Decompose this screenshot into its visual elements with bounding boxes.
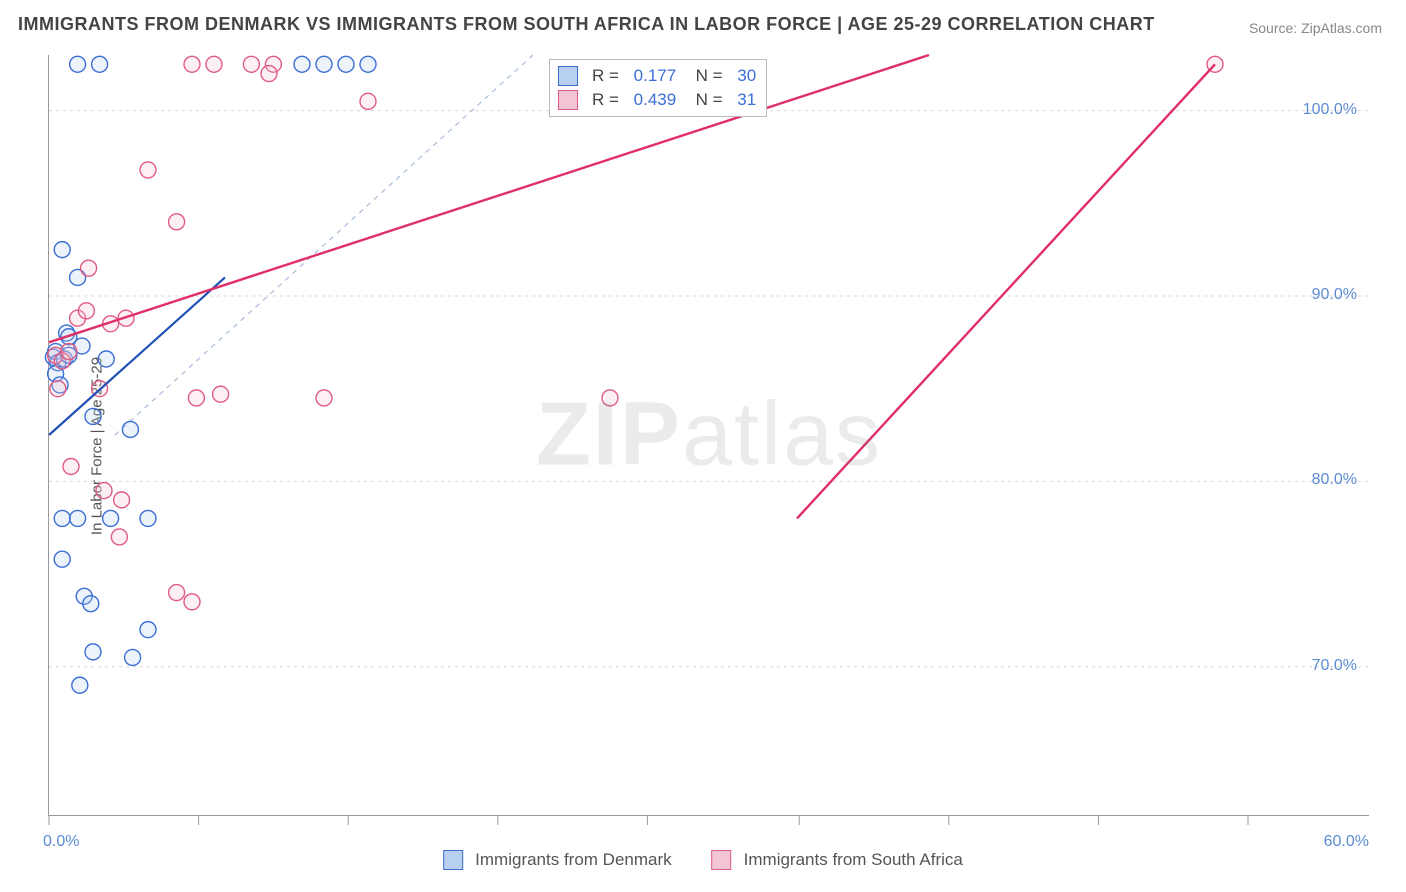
chart-plot-area: ZIPatlas R = 0.177 N = 30R = 0.439 N = 3… <box>48 55 1369 816</box>
series-legend: Immigrants from Denmark Immigrants from S… <box>443 850 963 870</box>
n-label: N = <box>686 64 722 88</box>
chart-title: IMMIGRANTS FROM DENMARK VS IMMIGRANTS FR… <box>18 14 1155 35</box>
x-tick-label-left: 0.0% <box>43 833 79 851</box>
r-value: 0.439 <box>629 88 676 112</box>
legend-label: Immigrants from Denmark <box>475 850 671 870</box>
series-swatch <box>558 90 578 110</box>
y-tick-label: 70.0% <box>1312 657 1357 675</box>
r-label: R = <box>592 88 619 112</box>
y-tick-label: 90.0% <box>1312 286 1357 304</box>
r-label: R = <box>592 64 619 88</box>
stats-row: R = 0.439 N = 31 <box>558 88 756 112</box>
chart-svg <box>49 55 1369 815</box>
x-tick-label-right: 60.0% <box>1324 833 1369 851</box>
r-value: 0.177 <box>629 64 676 88</box>
legend-swatch <box>443 850 463 870</box>
correlation-stats-box: R = 0.177 N = 30R = 0.439 N = 31 <box>549 59 767 117</box>
n-value: 31 <box>733 88 757 112</box>
stats-row: R = 0.177 N = 30 <box>558 64 756 88</box>
legend-item: Immigrants from Denmark <box>443 850 671 870</box>
n-label: N = <box>686 88 722 112</box>
y-tick-label: 80.0% <box>1312 471 1357 489</box>
legend-swatch <box>712 850 732 870</box>
legend-item: Immigrants from South Africa <box>712 850 963 870</box>
n-value: 30 <box>733 64 757 88</box>
source-attribution: Source: ZipAtlas.com <box>1249 20 1382 36</box>
y-tick-label: 100.0% <box>1303 101 1357 119</box>
legend-label: Immigrants from South Africa <box>744 850 963 870</box>
series-swatch <box>558 66 578 86</box>
